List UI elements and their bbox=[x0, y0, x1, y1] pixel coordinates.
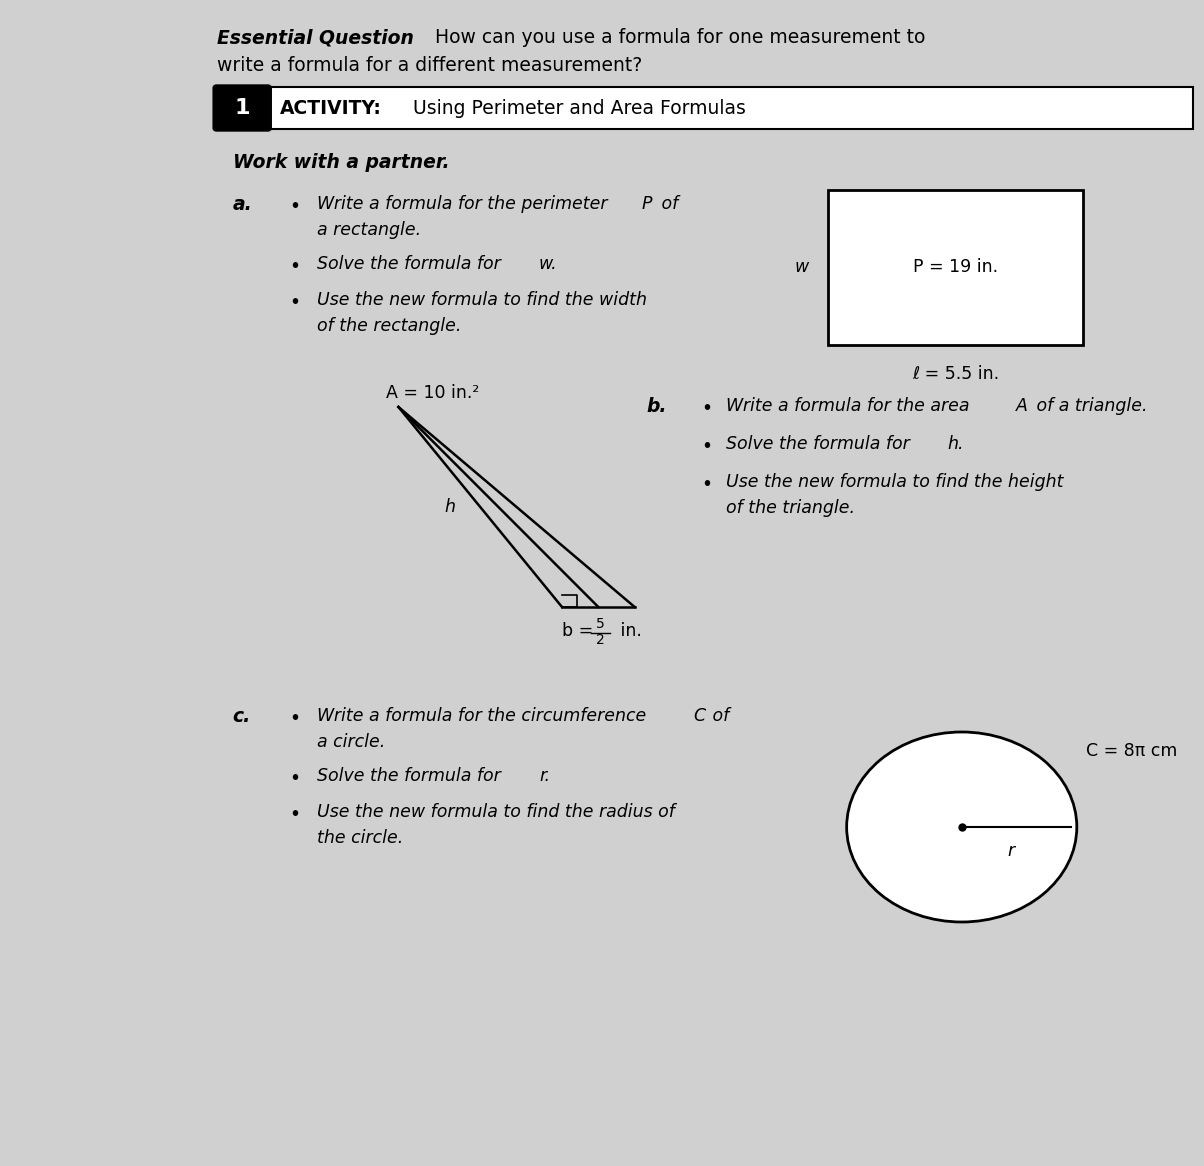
Text: P = 19 in.: P = 19 in. bbox=[913, 259, 998, 276]
Text: Use the new formula to find the height: Use the new formula to find the height bbox=[726, 473, 1063, 491]
Text: Essential Question: Essential Question bbox=[217, 28, 414, 47]
Text: ℓ = 5.5 in.: ℓ = 5.5 in. bbox=[913, 365, 999, 382]
Text: 1: 1 bbox=[235, 98, 250, 118]
Text: the circle.: the circle. bbox=[318, 829, 403, 847]
Text: in.: in. bbox=[615, 621, 642, 640]
Text: w.: w. bbox=[539, 255, 557, 273]
Text: b.: b. bbox=[647, 396, 667, 416]
Text: P: P bbox=[642, 195, 653, 213]
Text: C: C bbox=[692, 707, 704, 725]
Text: a circle.: a circle. bbox=[318, 733, 385, 751]
Text: •: • bbox=[701, 399, 713, 417]
Text: Write a formula for the circumference: Write a formula for the circumference bbox=[318, 707, 653, 725]
Text: Solve the formula for: Solve the formula for bbox=[726, 435, 915, 454]
Text: •: • bbox=[289, 257, 301, 276]
Text: h: h bbox=[444, 498, 455, 517]
Text: ACTIVITY:: ACTIVITY: bbox=[279, 98, 382, 118]
Text: 5: 5 bbox=[596, 617, 606, 631]
Text: •: • bbox=[701, 475, 713, 494]
Text: •: • bbox=[289, 805, 301, 824]
Text: of a triangle.: of a triangle. bbox=[1031, 396, 1147, 415]
Text: of: of bbox=[707, 707, 730, 725]
Circle shape bbox=[846, 732, 1076, 922]
Text: of the triangle.: of the triangle. bbox=[726, 499, 855, 517]
Text: C = 8π cm: C = 8π cm bbox=[1086, 742, 1178, 760]
Text: Write a formula for the area: Write a formula for the area bbox=[726, 396, 974, 415]
Text: a.: a. bbox=[232, 195, 253, 215]
Text: •: • bbox=[289, 770, 301, 788]
Text: r.: r. bbox=[539, 767, 550, 785]
Text: Solve the formula for: Solve the formula for bbox=[318, 767, 507, 785]
Text: w: w bbox=[795, 259, 809, 276]
FancyBboxPatch shape bbox=[213, 85, 271, 131]
Text: 2: 2 bbox=[596, 633, 606, 647]
Text: b =: b = bbox=[562, 621, 598, 640]
Text: A = 10 in.²: A = 10 in.² bbox=[386, 384, 479, 402]
Text: •: • bbox=[701, 437, 713, 456]
Text: How can you use a formula for one measurement to: How can you use a formula for one measur… bbox=[435, 28, 925, 47]
Text: •: • bbox=[289, 197, 301, 216]
Text: Use the new formula to find the radius of: Use the new formula to find the radius o… bbox=[318, 803, 675, 821]
Text: Solve the formula for: Solve the formula for bbox=[318, 255, 507, 273]
Text: of the rectangle.: of the rectangle. bbox=[318, 317, 461, 335]
Text: c.: c. bbox=[232, 707, 250, 726]
Text: A: A bbox=[1016, 396, 1028, 415]
FancyBboxPatch shape bbox=[266, 87, 1193, 129]
Text: •: • bbox=[289, 293, 301, 312]
Text: •: • bbox=[289, 709, 301, 728]
Text: of: of bbox=[656, 195, 679, 213]
Bar bbox=[828, 190, 1082, 345]
Text: Using Perimeter and Area Formulas: Using Perimeter and Area Formulas bbox=[407, 98, 745, 118]
Text: r: r bbox=[1008, 842, 1015, 861]
Text: Write a formula for the perimeter: Write a formula for the perimeter bbox=[318, 195, 613, 213]
Text: Work with a partner.: Work with a partner. bbox=[232, 153, 449, 173]
Text: write a formula for a different measurement?: write a formula for a different measurem… bbox=[217, 56, 642, 75]
Text: h.: h. bbox=[948, 435, 963, 454]
Text: Use the new formula to find the width: Use the new formula to find the width bbox=[318, 292, 648, 309]
Text: a rectangle.: a rectangle. bbox=[318, 222, 421, 239]
